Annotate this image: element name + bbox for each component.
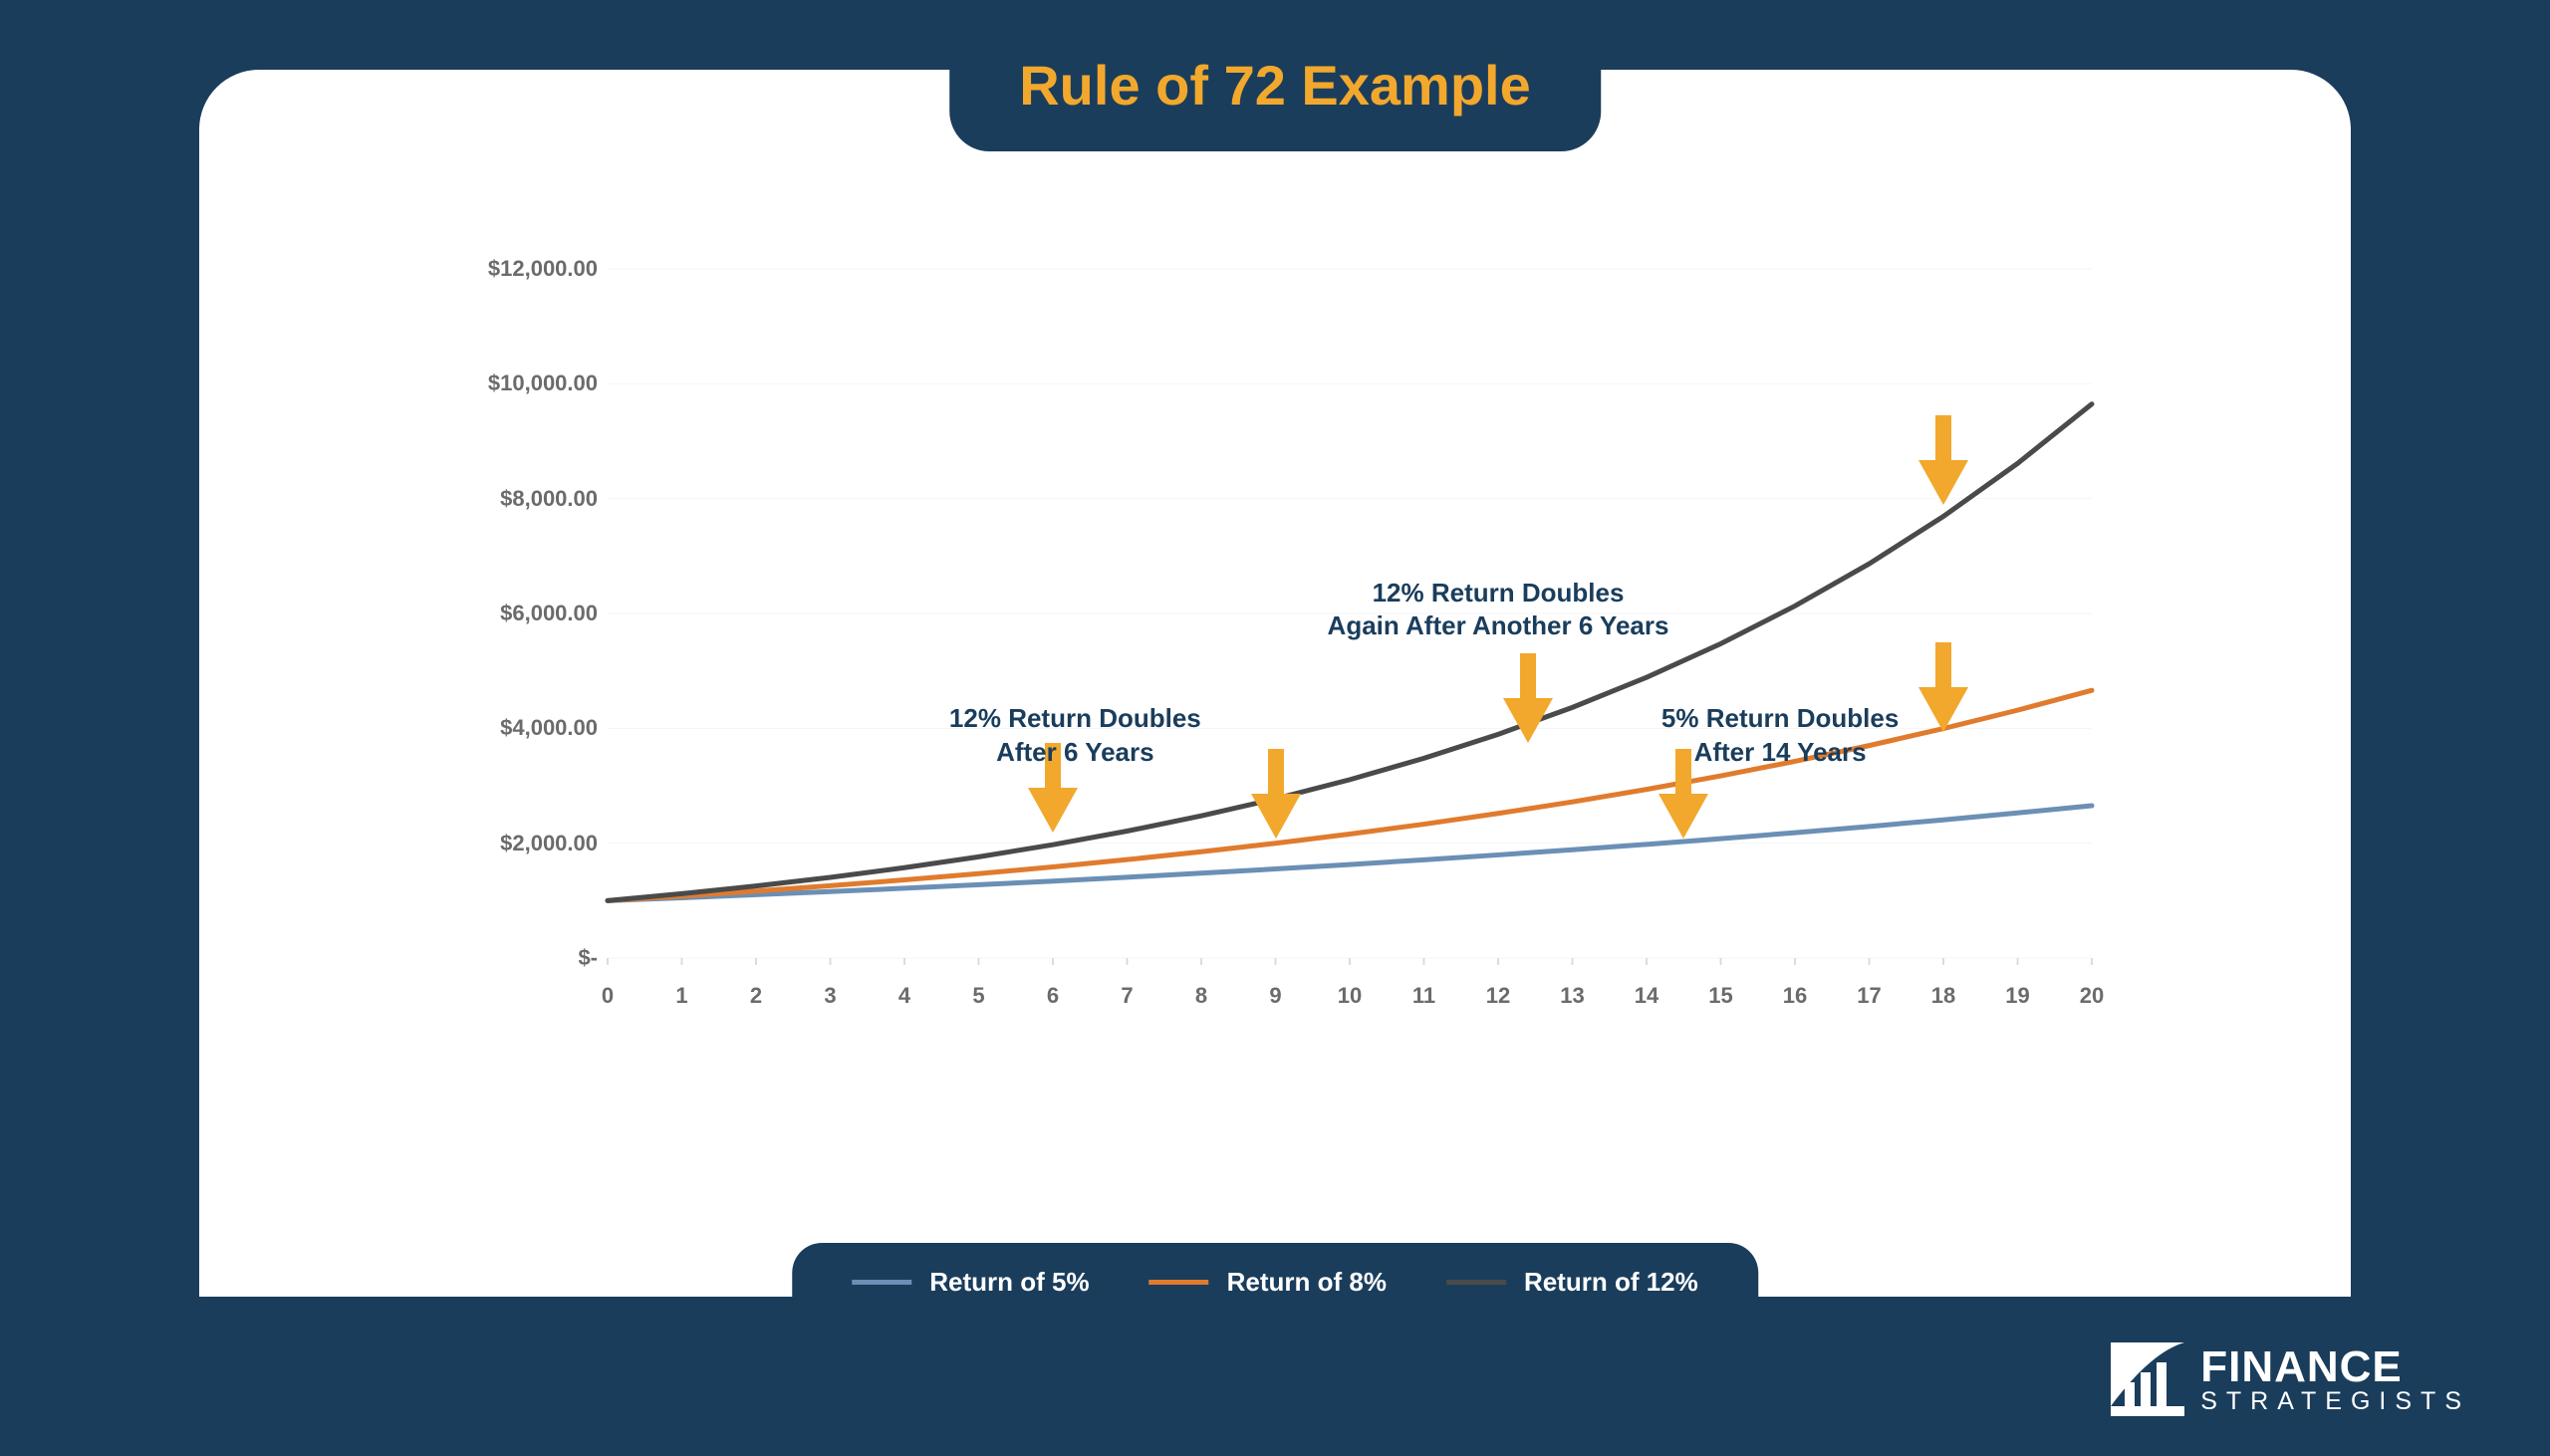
legend: Return of 5% Return of 8% Return of 12% [792,1243,1758,1322]
legend-label: Return of 5% [929,1267,1089,1298]
x-axis: 01234567891011121314151617181920 [608,968,2092,1008]
chart-annotation: 12% Return DoublesAgain After Another 6 … [1328,577,1669,644]
arrow-icon [1913,642,1973,732]
legend-item: Return of 5% [852,1267,1089,1298]
arrow-icon [1913,415,1973,505]
arrow-icon [1246,749,1306,839]
brand-name: FINANCE [2200,1345,2470,1389]
x-tick-label: 0 [602,983,614,1009]
y-tick-label: $2,000.00 [500,831,598,856]
y-tick-label: $12,000.00 [488,256,598,282]
y-tick-label: $10,000.00 [488,370,598,396]
x-tick-label: 10 [1338,983,1362,1009]
x-tick-label: 20 [2080,983,2104,1009]
chart-area: 12% Return DoublesAfter 6 Years 12% Retur… [458,269,2092,1008]
legend-label: Return of 8% [1227,1267,1387,1298]
x-tick-label: 15 [1708,983,1732,1009]
x-tick-label: 5 [972,983,984,1009]
y-tick-label: $8,000.00 [500,486,598,512]
page-container: 12% Return DoublesAfter 6 Years 12% Retur… [0,0,2550,1456]
chart-card: 12% Return DoublesAfter 6 Years 12% Retur… [199,70,2351,1297]
legend-item: Return of 12% [1446,1267,1698,1298]
chart-annotation: 5% Return DoublesAfter 14 Years [1661,702,1899,770]
x-tick-label: 18 [1931,983,1955,1009]
x-tick-label: 11 [1412,983,1435,1009]
x-tick-label: 17 [1857,983,1881,1009]
x-tick-label: 14 [1635,983,1658,1009]
legend-label: Return of 12% [1524,1267,1698,1298]
chart-title: Rule of 72 Example [949,25,1601,151]
x-tick-label: 19 [2005,983,2029,1009]
x-tick-label: 3 [824,983,836,1009]
legend-swatch [1446,1280,1506,1285]
x-tick-label: 8 [1195,983,1207,1009]
x-tick-label: 1 [675,983,687,1009]
x-tick-label: 2 [750,983,762,1009]
legend-swatch [852,1280,911,1285]
x-tick-label: 16 [1783,983,1807,1009]
brand-subtitle: STRATEGISTS [2200,1389,2470,1414]
brand-logo-icon [2111,1342,2184,1416]
brand: FINANCE STRATEGISTS [2111,1342,2470,1416]
arrow-icon [1498,653,1558,743]
y-tick-label: $6,000.00 [500,601,598,626]
x-tick-label: 12 [1486,983,1510,1009]
x-tick-label: 9 [1269,983,1281,1009]
plot-region: 12% Return DoublesAfter 6 Years 12% Retur… [608,269,2092,958]
y-tick-label: $4,000.00 [500,715,598,741]
legend-item: Return of 8% [1149,1267,1387,1298]
x-tick-label: 4 [898,983,910,1009]
y-tick-label: $- [578,945,598,971]
chart-annotation: 12% Return DoublesAfter 6 Years [949,702,1201,770]
x-tick-label: 6 [1047,983,1059,1009]
x-tick-label: 7 [1121,983,1133,1009]
x-tick-label: 13 [1560,983,1584,1009]
legend-swatch [1149,1280,1209,1285]
